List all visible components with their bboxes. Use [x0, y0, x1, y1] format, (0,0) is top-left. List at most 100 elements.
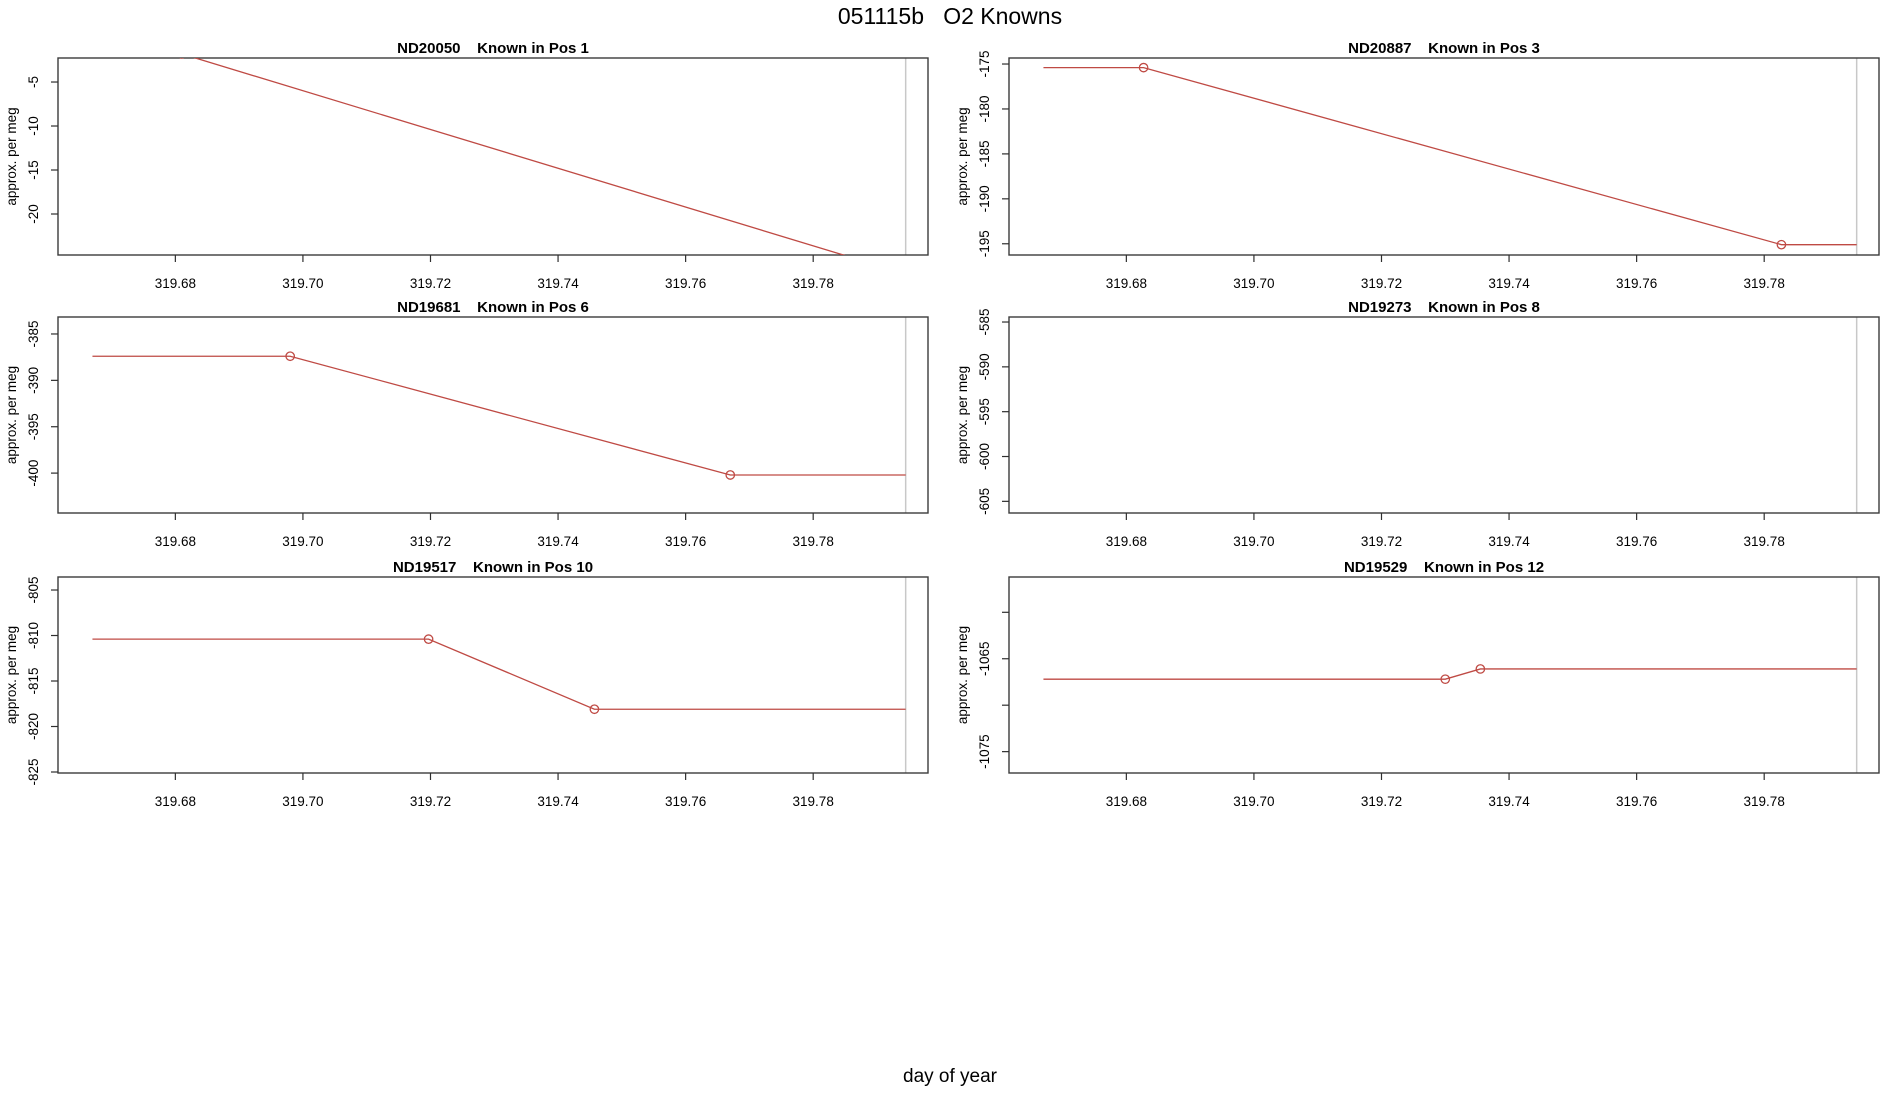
data-point-marker [285, 351, 296, 362]
x-tick-label: 319.78 [793, 534, 834, 549]
plot-box [57, 316, 929, 514]
x-tick-label: 319.76 [1616, 534, 1657, 549]
y-tick-label: -805 [26, 576, 41, 603]
y-tick-label: -595 [977, 398, 992, 425]
data-point-marker [179, 58, 185, 59]
subplot-ND19681: 319.68 319.70 319.72 319.74 319.76 319.78 -385… [4, 299, 929, 549]
panel-title: ND20887 Known in Pos 3 [1348, 40, 1540, 57]
y-axis-label: approx. per meg [4, 107, 19, 205]
x-tick-label: 319.76 [665, 794, 706, 809]
panel-title: ND19517 Known in Pos 10 [393, 559, 593, 576]
plot-box [1008, 576, 1880, 774]
data-series [1043, 664, 1857, 685]
x-tick-label: 319.72 [1361, 534, 1402, 549]
x-tick-label: 319.70 [282, 794, 323, 809]
data-line [92, 638, 906, 710]
x-tick-label: 319.68 [1106, 534, 1147, 549]
page-title: 051115b O2 Knowns [837, 3, 1063, 29]
data-series [179, 58, 874, 267]
y-axis-label: approx. per meg [955, 107, 970, 205]
y-tick-label: -600 [977, 443, 992, 470]
y-tick-label: -590 [977, 353, 992, 380]
x-tick-label: 319.72 [1361, 794, 1402, 809]
y-tick-label: -190 [977, 185, 992, 212]
y-tick-label: -400 [26, 460, 41, 487]
x-tick-label: 319.74 [1488, 794, 1530, 809]
x-axis-label: day of year [903, 1066, 997, 1087]
x-tick-label: 319.76 [1616, 276, 1657, 291]
y-axis-label: approx. per meg [955, 366, 970, 464]
data-line [1043, 66, 1857, 246]
data-series [92, 634, 906, 715]
x-tick-label: 319.74 [537, 534, 579, 549]
data-line [92, 355, 906, 476]
x-tick-label: 319.76 [1616, 794, 1657, 809]
data-point-marker [1475, 664, 1486, 674]
x-tick-label: 319.78 [1744, 534, 1785, 549]
y-tick-label: -385 [26, 320, 41, 347]
x-tick-label: 319.68 [155, 794, 196, 809]
y-tick-label: -1065 [977, 641, 992, 676]
subplot-ND20050: 319.68 319.70 319.72 319.74 319.76 319.78 -5 -1… [4, 40, 929, 291]
x-tick-label: 319.70 [1233, 534, 1274, 549]
y-tick-label: -10 [26, 116, 41, 136]
x-tick-label: 319.72 [1361, 276, 1402, 291]
x-tick-label: 319.70 [1233, 276, 1274, 291]
y-tick-label: -15 [26, 160, 41, 180]
data-line [193, 58, 846, 255]
data-series [1043, 62, 1857, 250]
data-series [92, 351, 906, 480]
x-tick-label: 319.72 [410, 534, 451, 549]
x-tick-label: 319.72 [410, 276, 451, 291]
data-point-marker [725, 470, 736, 480]
y-tick-label: -815 [26, 667, 41, 694]
x-tick-label: 319.78 [1744, 276, 1785, 291]
data-point-marker [1776, 239, 1787, 250]
y-tick-label: -180 [977, 95, 992, 122]
y-tick-label: -185 [977, 140, 992, 167]
y-tick-label: -585 [977, 309, 992, 336]
x-tick-label: 319.68 [155, 534, 196, 549]
y-tick-label: -810 [26, 622, 41, 649]
y-tick-label: -390 [26, 367, 41, 394]
y-tick-label: -195 [977, 230, 992, 257]
subplot-ND20887: 319.68 319.70 319.72 319.74 319.76 319.78 -175… [955, 40, 1880, 291]
y-tick-label: -1075 [977, 734, 992, 769]
data-point-marker [1138, 62, 1149, 73]
subplot-ND19517: 319.68 319.70 319.72 319.74 319.76 319.78 -805… [4, 559, 929, 809]
data-point-marker [1440, 674, 1451, 685]
x-tick-label: 319.76 [665, 534, 706, 549]
x-tick-label: 319.68 [1106, 276, 1147, 291]
x-tick-label: 319.74 [537, 276, 579, 291]
x-tick-label: 319.74 [537, 794, 579, 809]
y-axis-label: approx. per meg [4, 366, 19, 464]
subplot-ND19273: 319.68 319.70 319.72 319.74 319.76 319.78 -585… [955, 299, 1880, 549]
x-tick-label: 319.72 [410, 794, 451, 809]
plot-box [1008, 316, 1880, 514]
data-line [1043, 668, 1857, 680]
subplot-ND19529: 319.68 319.70 319.72 319.74 319.76 319.78 -106… [955, 559, 1880, 809]
x-tick-label: 319.70 [282, 534, 323, 549]
data-point-marker [866, 259, 874, 267]
plot-box [57, 57, 929, 256]
x-tick-label: 319.68 [1106, 794, 1147, 809]
x-tick-label: 319.78 [1744, 794, 1785, 809]
x-tick-label: 319.74 [1488, 534, 1530, 549]
panel-title: ND19529 Known in Pos 12 [1344, 559, 1544, 576]
x-tick-label: 319.68 [155, 276, 196, 291]
x-tick-label: 319.78 [793, 276, 834, 291]
data-point-marker [589, 704, 600, 715]
x-tick-label: 319.78 [793, 794, 834, 809]
y-tick-label: -395 [26, 413, 41, 440]
y-tick-label: -20 [26, 204, 41, 224]
y-tick-label: -175 [977, 51, 992, 78]
y-tick-label: -820 [26, 713, 41, 740]
x-tick-label: 319.70 [282, 276, 323, 291]
x-tick-label: 319.76 [665, 276, 706, 291]
y-tick-label: -825 [26, 758, 41, 785]
panel-title: ND19273 Known in Pos 8 [1348, 299, 1540, 316]
panel-title: ND20050 Known in Pos 1 [397, 40, 589, 57]
x-tick-label: 319.74 [1488, 276, 1530, 291]
